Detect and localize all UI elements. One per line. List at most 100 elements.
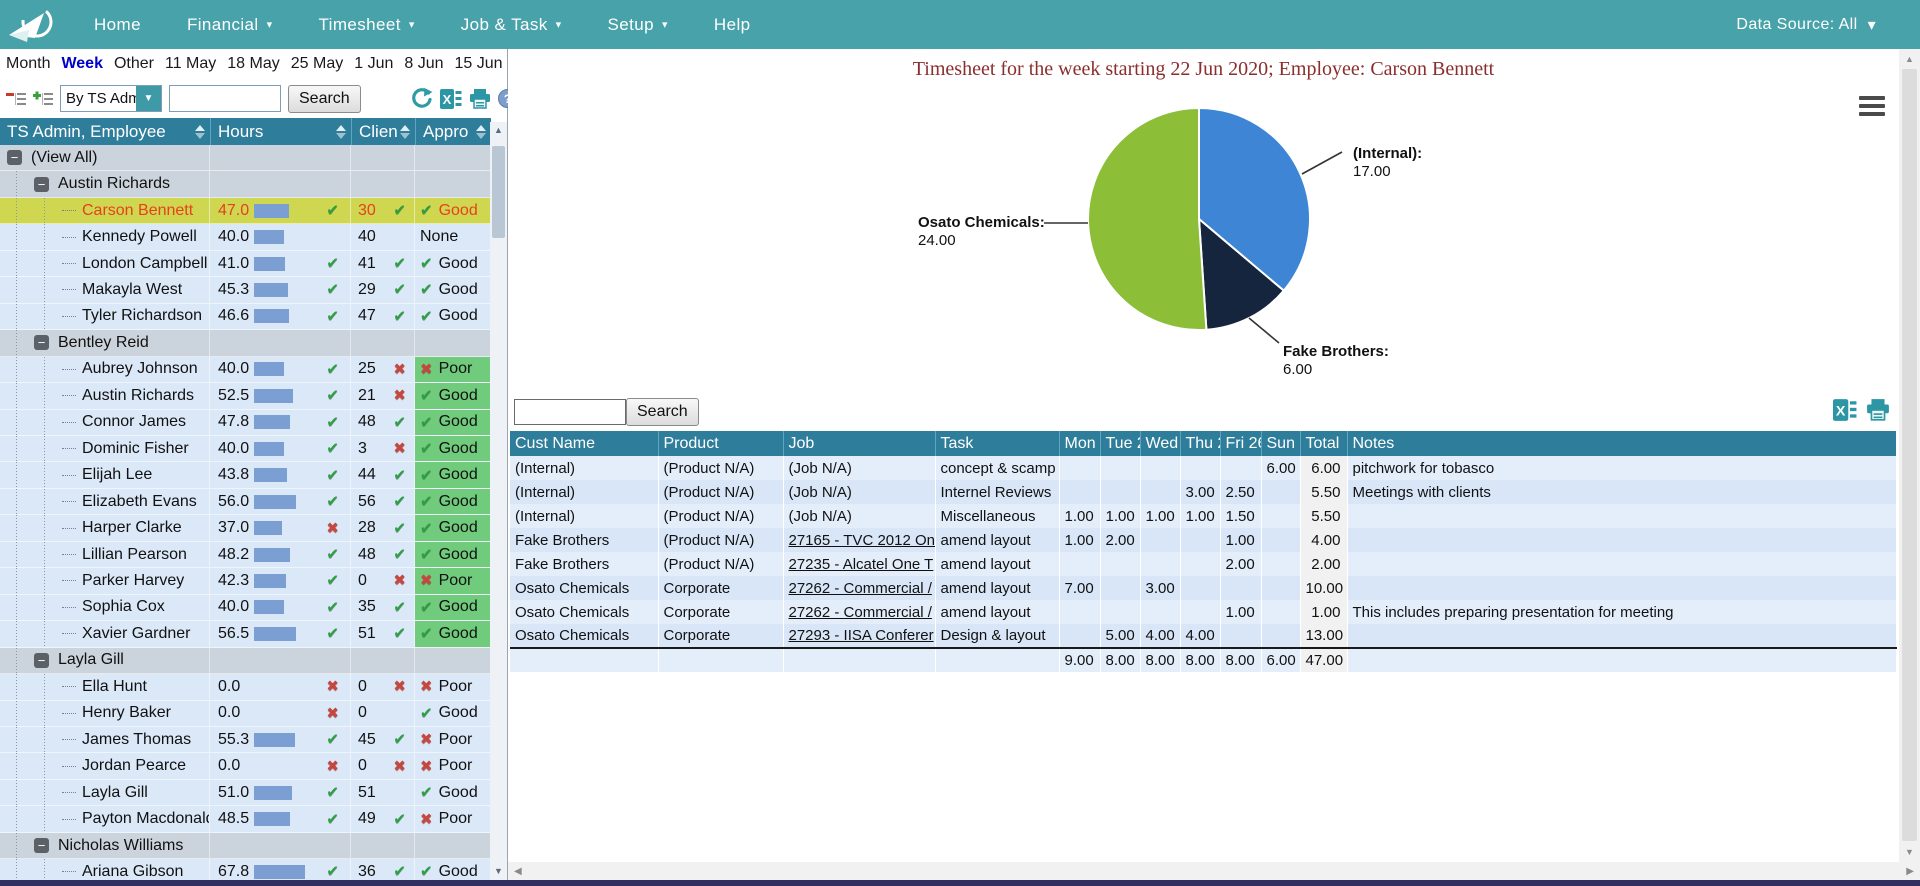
column-header-employee[interactable]: TS Admin, Employee	[0, 118, 210, 145]
employee-row[interactable]: Kennedy Powell 40.0 40 None	[0, 224, 491, 251]
tree-collapse-icon[interactable]: −	[34, 838, 49, 853]
column-header-approval[interactable]: Appro	[415, 118, 491, 145]
detail-column-header-cust-name[interactable]: Cust Name	[510, 431, 658, 456]
refresh-icon[interactable]	[410, 87, 433, 110]
detail-column-header-job[interactable]: Job	[782, 431, 935, 456]
detail-column-header-tue-23[interactable]: Tue 23	[1099, 431, 1140, 456]
period-link-8-jun[interactable]: 8 Jun	[404, 55, 444, 72]
employee-row[interactable]: Sophia Cox 40.0 ✔ 35 ✔ ✔ Good	[0, 594, 491, 622]
tree-collapse-icon[interactable]: −	[7, 150, 22, 166]
employee-row[interactable]: Connor James 47.8 ✔ 48 ✔ ✔ Good	[0, 409, 491, 436]
detail-search-input[interactable]	[514, 399, 626, 425]
employee-row[interactable]: Xavier Gardner 56.5 ✔ 51 ✔ ✔ Good	[0, 621, 491, 648]
employee-row[interactable]: Ella Hunt 0.0 ✖ 0 ✖ ✖ Poor	[0, 674, 491, 701]
period-link-11-may[interactable]: 11 May	[165, 55, 217, 72]
right-vertical-scrollbar[interactable]: ▲ ▼	[1899, 49, 1920, 862]
right-horizontal-scrollbar[interactable]: ◀ ▶	[508, 862, 1920, 880]
employee-row[interactable]: Tyler Richardson 46.6 ✔ 47 ✔ ✔ Good	[0, 303, 491, 331]
scroll-down-icon[interactable]: ▼	[1905, 847, 1914, 857]
period-link-month[interactable]: Month	[6, 55, 51, 72]
employee-row[interactable]: Elijah Lee 43.8 ✔ 44 ✔ ✔ Good	[0, 462, 491, 489]
employee-row[interactable]: Dominic Fisher 40.0 ✔ 3 ✖ ✔ Good	[0, 435, 491, 463]
tree-group-row[interactable]: − Layla Gill	[0, 647, 491, 675]
detail-column-header-sun-28[interactable]: Sun 28	[1260, 431, 1300, 456]
print-icon[interactable]	[1866, 399, 1890, 421]
data-source-selector[interactable]: Data Source: All ▾	[1736, 15, 1876, 35]
pie-slice-internal[interactable]	[1198, 107, 1311, 292]
tree-collapse-icon[interactable]: −	[34, 176, 49, 192]
employee-row[interactable]: Aubrey Johnson 40.0 ✔ 25 ✖ ✖ Poor	[0, 356, 491, 384]
scroll-up-icon[interactable]: ▲	[1905, 54, 1914, 64]
view-filter-dropdown[interactable]: By TS Adm ▼	[60, 85, 162, 112]
nav-item-home[interactable]: Home	[94, 15, 141, 35]
employee-search-input[interactable]	[169, 85, 281, 112]
tree-group-row[interactable]: − (View All)	[0, 145, 491, 172]
print-icon[interactable]	[469, 88, 491, 109]
detail-column-header-thu-25[interactable]: Thu 25	[1179, 431, 1220, 456]
detail-column-header-fri-26[interactable]: Fri 26	[1219, 431, 1261, 456]
employee-row[interactable]: Makayla West 45.3 ✔ 29 ✔ ✔ Good	[0, 277, 491, 304]
period-link-25-may[interactable]: 25 May	[290, 55, 344, 72]
employee-row[interactable]: Harper Clarke 37.0 ✖ 28 ✔ ✔ Good	[0, 515, 491, 542]
employee-row[interactable]: Payton Macdonald 48.5 ✔ 49 ✔ ✖ Poor	[0, 806, 491, 833]
scrollbar-thumb[interactable]	[1902, 69, 1917, 841]
column-header-hours[interactable]: Hours	[210, 118, 351, 145]
employee-row[interactable]: Layla Gill 51.0 ✔ 51 ✔ Good	[0, 779, 491, 807]
period-link-1-jun[interactable]: 1 Jun	[354, 55, 394, 72]
employee-search-button[interactable]: Search	[288, 84, 361, 113]
app-logo-icon[interactable]	[0, 0, 66, 49]
tree-collapse-icon[interactable]: −	[34, 335, 49, 351]
export-excel-icon[interactable]: X	[1833, 399, 1857, 421]
employee-row[interactable]: Carson Bennett 47.0 ✔ 30 ✔ ✔ Good	[0, 197, 491, 225]
employee-row[interactable]: Elizabeth Evans 56.0 ✔ 56 ✔ ✔ Good	[0, 488, 491, 516]
nav-item-setup[interactable]: Setup ▾	[608, 15, 668, 35]
period-link-other[interactable]: Other	[113, 55, 154, 72]
tree-group-row[interactable]: − Austin Richards	[0, 171, 491, 198]
tree-collapse-icon[interactable]: −	[34, 652, 49, 668]
detail-column-header-mon-22[interactable]: Mon 22	[1058, 431, 1100, 456]
nav-item-financial[interactable]: Financial ▾	[187, 15, 273, 35]
export-excel-icon[interactable]: X	[439, 88, 462, 109]
tree-group-row[interactable]: − Nicholas Williams	[0, 832, 491, 860]
detail-column-header-total[interactable]: Total	[1299, 431, 1347, 456]
left-vertical-scrollbar[interactable]: ▲ ▼	[490, 122, 507, 886]
pie-slice-osato-chemicals[interactable]	[1087, 107, 1208, 331]
period-link-15-jun[interactable]: 15 Jun	[454, 55, 503, 72]
chart-menu-icon[interactable]	[1859, 96, 1885, 120]
scroll-left-icon[interactable]: ◀	[514, 865, 522, 877]
scrollbar-thumb[interactable]	[492, 146, 505, 238]
job-link[interactable]: 27235 - Alcatel One T	[788, 555, 934, 573]
detail-column-header-wed-24[interactable]: Wed 24	[1139, 431, 1180, 456]
employee-name-cell: Austin Richards	[0, 383, 210, 409]
detail-search-button[interactable]: Search	[626, 398, 699, 426]
job-link[interactable]: 27262 - Commercial /	[788, 579, 932, 597]
tree-group-row[interactable]: − Bentley Reid	[0, 330, 491, 357]
nav-item-help[interactable]: Help	[714, 15, 751, 35]
detail-column-header-task[interactable]: Task	[934, 431, 1059, 456]
employee-row[interactable]: Parker Harvey 42.3 ✔ 0 ✖ ✖ Poor	[0, 568, 491, 595]
scroll-up-icon[interactable]: ▲	[494, 125, 503, 135]
column-header-clients[interactable]: Clien	[351, 118, 415, 145]
employee-row[interactable]: London Campbell 41.0 ✔ 41 ✔ ✔ Good	[0, 250, 491, 278]
expand-all-icon[interactable]	[33, 91, 53, 107]
nav-item-job-task[interactable]: Job & Task ▾	[461, 15, 562, 35]
employee-row[interactable]: Austin Richards 52.5 ✔ 21 ✖ ✔ Good	[0, 383, 491, 410]
period-selector-row: Month Week Other 11 May 18 May 25 May 1 Jun 8 J…	[0, 49, 564, 79]
employee-row[interactable]: James Thomas 55.3 ✔ 45 ✔ ✖ Poor	[0, 726, 491, 754]
collapse-all-icon[interactable]	[6, 91, 26, 107]
detail-column-header-notes[interactable]: Notes	[1346, 431, 1896, 456]
employee-row[interactable]: Jordan Pearce 0.0 ✖ 0 ✖ ✖ Poor	[0, 753, 491, 780]
job-link[interactable]: 27262 - Commercial /	[788, 603, 932, 621]
scroll-right-icon[interactable]: ▶	[1906, 865, 1914, 877]
employee-row[interactable]: Lillian Pearson 48.2 ✔ 48 ✔ ✔ Good	[0, 541, 491, 569]
period-link-18-may[interactable]: 18 May	[227, 55, 280, 72]
dropdown-arrow-icon[interactable]: ▼	[136, 86, 161, 111]
job-link[interactable]: 27293 - IISA Conferer	[788, 627, 934, 644]
timesheet-pie-chart[interactable]	[880, 95, 1520, 395]
nav-item-timesheet[interactable]: Timesheet ▾	[319, 15, 415, 35]
job-link[interactable]: 27165 - TVC 2012 On	[788, 531, 935, 549]
employee-row[interactable]: Henry Baker 0.0 ✖ 0 ✔ Good	[0, 700, 491, 727]
scroll-down-icon[interactable]: ▼	[494, 866, 503, 876]
detail-column-header-product[interactable]: Product	[657, 431, 783, 456]
period-link-week[interactable]: Week	[61, 55, 103, 72]
